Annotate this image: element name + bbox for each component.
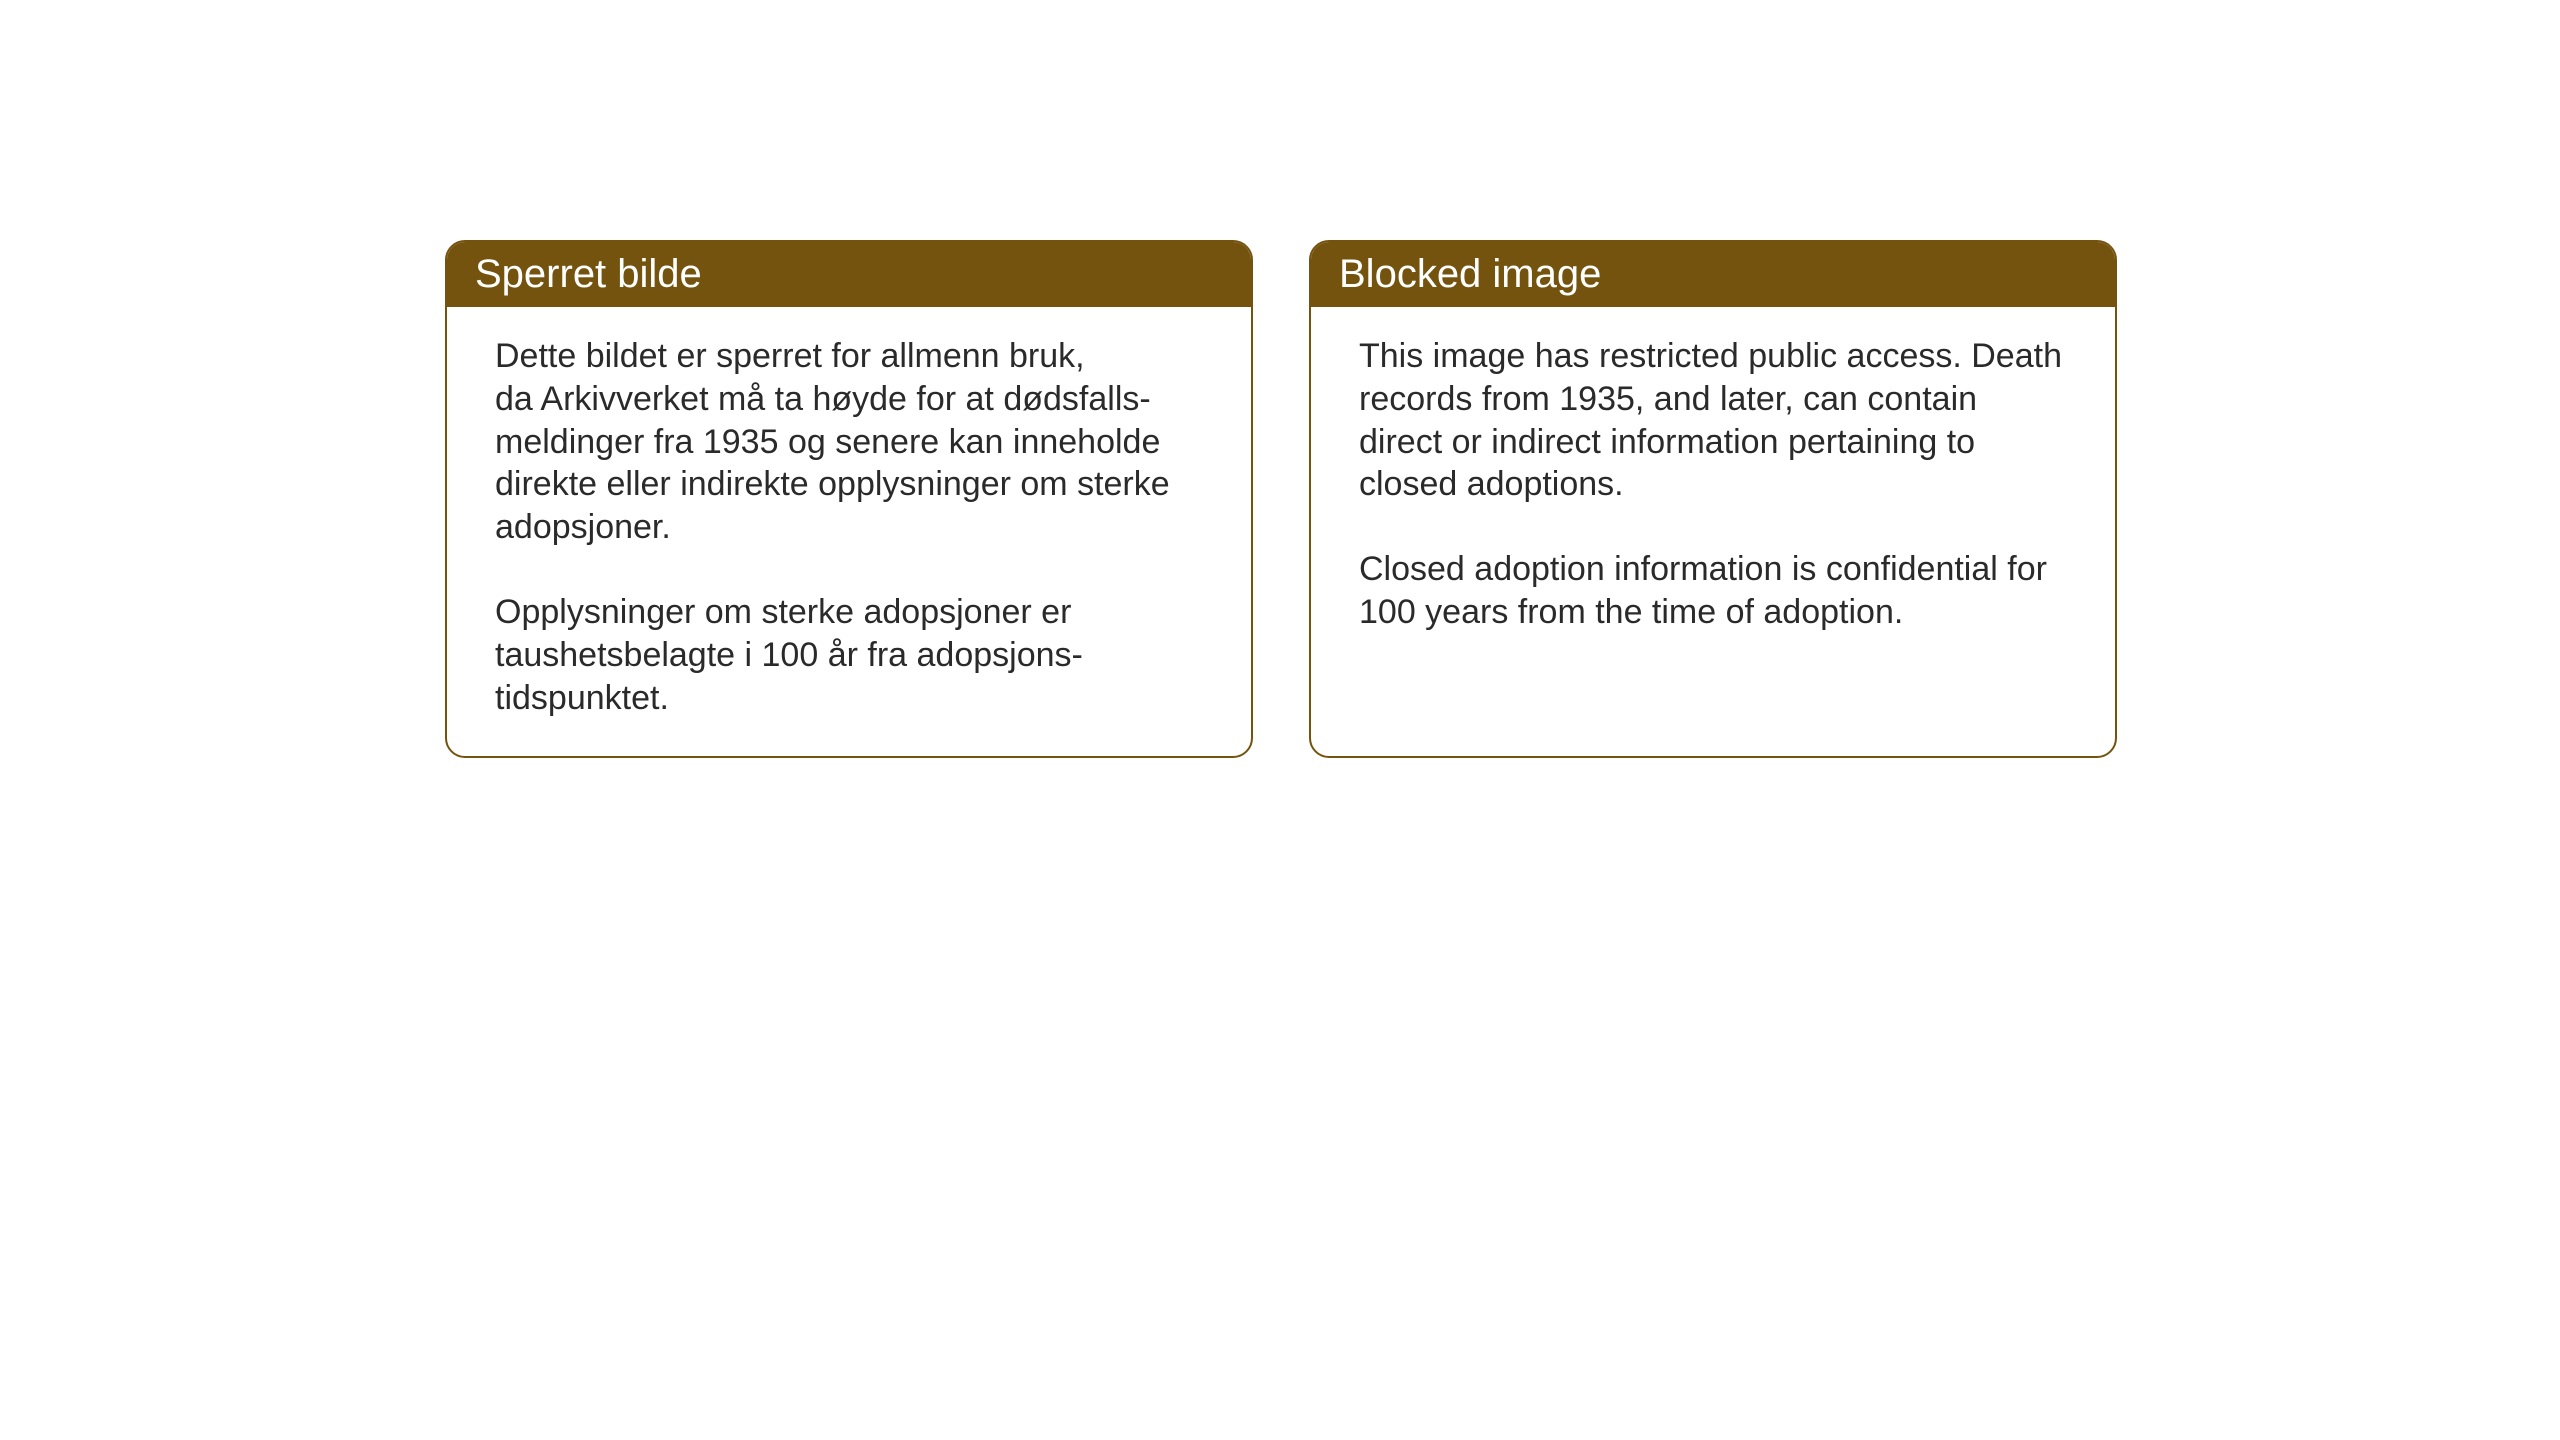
card-english-paragraph-2: Closed adoption information is confident… bbox=[1359, 548, 2067, 634]
card-norwegian-title: Sperret bilde bbox=[475, 252, 702, 296]
card-norwegian-body: Dette bildet er sperret for allmenn bruk… bbox=[447, 307, 1251, 756]
card-english-body: This image has restricted public access.… bbox=[1311, 307, 2115, 670]
card-english-header: Blocked image bbox=[1311, 242, 2115, 307]
card-english-paragraph-1: This image has restricted public access.… bbox=[1359, 335, 2067, 506]
card-norwegian-paragraph-1: Dette bildet er sperret for allmenn bruk… bbox=[495, 335, 1203, 549]
notice-container: Sperret bilde Dette bildet er sperret fo… bbox=[445, 240, 2117, 758]
card-norwegian: Sperret bilde Dette bildet er sperret fo… bbox=[445, 240, 1253, 758]
card-english-title: Blocked image bbox=[1339, 252, 1601, 296]
card-english: Blocked image This image has restricted … bbox=[1309, 240, 2117, 758]
card-norwegian-paragraph-2: Opplysninger om sterke adopsjoner er tau… bbox=[495, 591, 1203, 719]
card-norwegian-header: Sperret bilde bbox=[447, 242, 1251, 307]
